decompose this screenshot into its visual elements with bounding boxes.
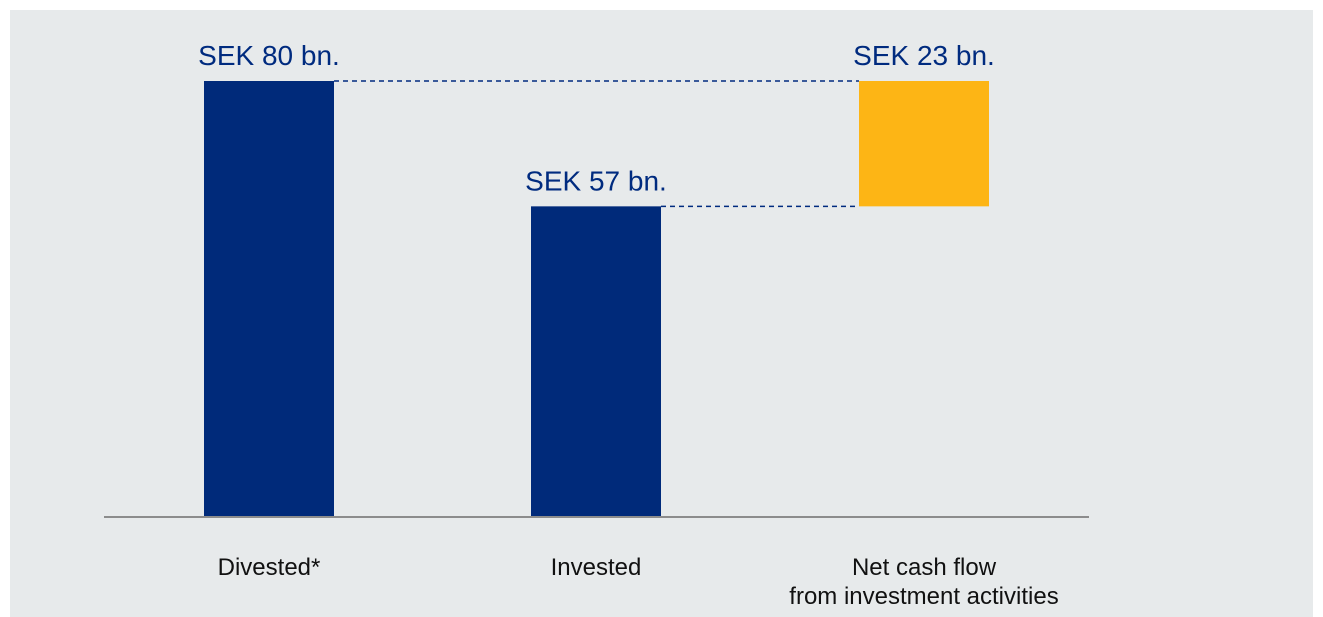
value-label: SEK 23 bn.: [853, 40, 995, 71]
category-label: Invested: [550, 554, 642, 581]
category-label: Net cash flow from investment activities: [789, 554, 1059, 610]
bar: [531, 206, 661, 517]
bar: [204, 81, 334, 517]
value-label: SEK 57 bn.: [525, 165, 667, 196]
bar: [859, 81, 989, 207]
value-label: SEK 80 bn.: [198, 40, 340, 71]
category-label: Divested*: [217, 554, 321, 581]
